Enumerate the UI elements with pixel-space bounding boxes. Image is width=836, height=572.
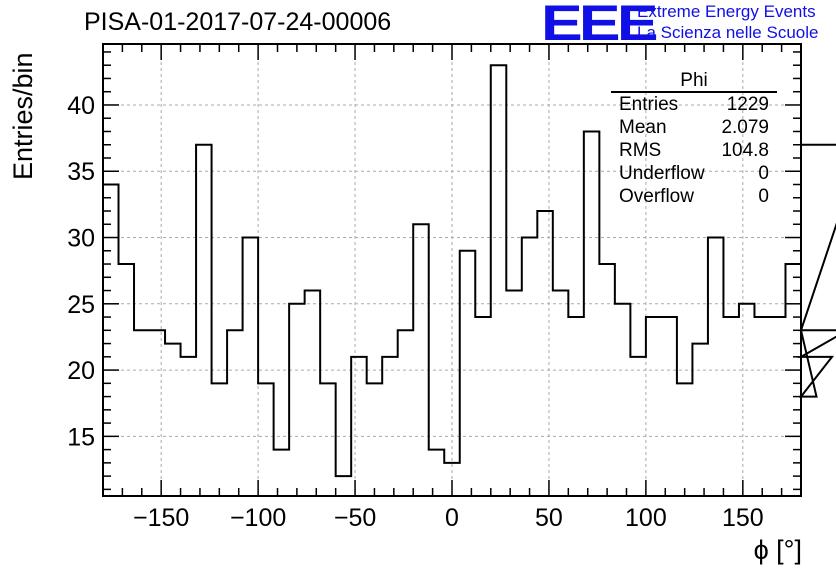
- logo-line-2: La Scienza nelle Scuole: [637, 23, 819, 42]
- histogram-line: [102, 64, 836, 496]
- x-tick-label: −50: [334, 504, 376, 532]
- grid-lines: [103, 44, 801, 496]
- chart-title: PISA-01-2017-07-24-00006: [84, 8, 392, 36]
- x-tick-label: −150: [133, 504, 189, 532]
- stats-box: Phi Entries 1229 Mean 2.079 RMS 104.8 Un…: [611, 70, 777, 208]
- stats-title: Phi: [611, 70, 777, 93]
- y-tick-label: 25: [67, 291, 95, 319]
- y-tick-label: 20: [67, 357, 95, 385]
- stats-row-mean: Mean 2.079: [611, 116, 777, 139]
- eee-logo: EEE: [541, 0, 659, 51]
- stats-label: Mean: [619, 117, 667, 138]
- stats-row-overflow: Overflow 0: [611, 185, 777, 208]
- y-tick-label: 35: [67, 158, 95, 186]
- stats-row-entries: Entries 1229: [611, 93, 777, 116]
- logo-line-1: Extreme Energy Events: [637, 2, 816, 21]
- stats-value: 2.079: [721, 117, 769, 138]
- stats-label: Entries: [619, 94, 679, 115]
- stats-row-rms: RMS 104.8: [611, 139, 777, 162]
- x-tick-label: 50: [535, 504, 563, 532]
- y-tick-label: 30: [67, 225, 95, 253]
- y-tick-label: 15: [67, 423, 95, 451]
- x-tick-label: 0: [445, 504, 459, 532]
- stats-label: Overflow: [619, 186, 694, 207]
- stats-label: Underflow: [619, 163, 705, 184]
- stats-row-underflow: Underflow 0: [611, 162, 777, 185]
- tick-labels: −150 −100 −50 0 50 100 150 15 20 25 30 35 40: [67, 92, 764, 532]
- plot-frame: [102, 43, 802, 497]
- axis-ticks: [103, 44, 801, 496]
- x-tick-label: 150: [722, 504, 764, 532]
- x-tick-label: −100: [230, 504, 286, 532]
- x-axis-label: ϕ [°]: [753, 535, 802, 565]
- x-tick-label: 100: [625, 504, 667, 532]
- stats-value: 0: [758, 163, 769, 184]
- stats-value: 104.8: [721, 140, 769, 161]
- y-tick-label: 40: [67, 92, 95, 120]
- stats-value: 0: [758, 186, 769, 207]
- stats-value: 1229: [726, 94, 769, 115]
- y-axis-label: Entries/bin: [8, 52, 38, 180]
- stats-label: RMS: [619, 140, 662, 161]
